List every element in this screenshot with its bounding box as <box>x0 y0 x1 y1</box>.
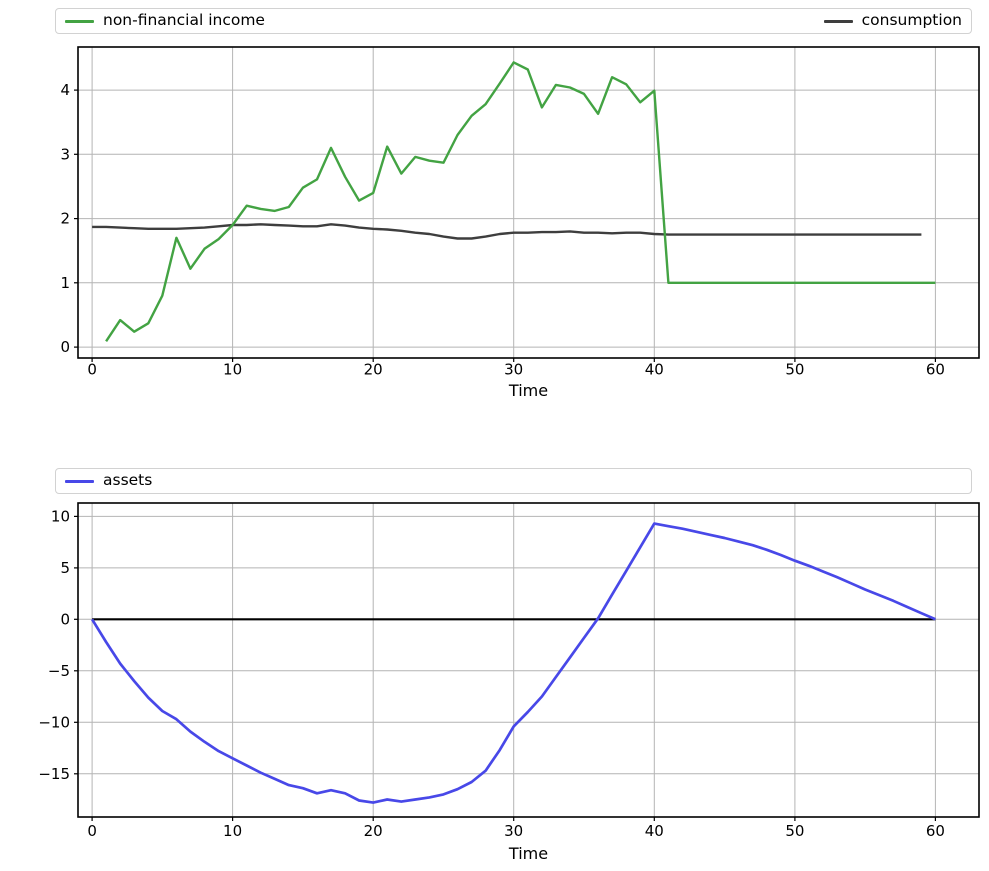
legend-entry-assets: assets <box>65 473 152 489</box>
assets-line-swatch <box>65 479 94 483</box>
y-tick-label: 0 <box>60 338 70 356</box>
x-axis-label: Time <box>508 381 548 400</box>
y-tick-label: 3 <box>60 145 70 163</box>
x-tick-label: 20 <box>364 361 383 379</box>
y-tick-label: 0 <box>60 610 70 628</box>
y-tick-label: 1 <box>60 274 70 292</box>
x-tick-label: 10 <box>223 361 242 379</box>
consumption-line-swatch <box>823 19 853 23</box>
consumption-legend-label: consumption <box>861 11 962 30</box>
x-tick-label: 0 <box>87 361 97 379</box>
income-line-swatch <box>65 19 94 23</box>
x-tick-label: 40 <box>645 822 664 840</box>
axes-frame <box>77 502 980 818</box>
x-tick-label: 10 <box>223 822 242 840</box>
top-chart: 0 10 20 30 40 50 60 0 1 2 3 4 Time <box>60 46 980 400</box>
x-tick-label: 60 <box>926 822 945 840</box>
series-line-non-financial-income <box>105 61 936 342</box>
top-chart-legend: non-financial income consumption <box>55 8 972 34</box>
x-tick-label: 40 <box>645 361 664 379</box>
y-tick-label: 5 <box>60 559 70 577</box>
bottom-chart-legend: assets <box>55 468 972 494</box>
y-tick-label: 10 <box>51 507 70 525</box>
y-tick-label: −15 <box>38 765 70 783</box>
y-tick-label: 2 <box>60 210 70 228</box>
x-tick-label: 50 <box>785 822 804 840</box>
x-tick-label: 60 <box>926 361 945 379</box>
x-axis-label: Time <box>508 844 548 863</box>
y-tick-label: 4 <box>60 81 70 99</box>
y-tick-label: −10 <box>38 713 70 731</box>
income-legend-label: non-financial income <box>103 11 265 30</box>
x-tick-label: 30 <box>504 361 523 379</box>
bottom-chart: 0 10 20 30 40 50 60 −15 −10 −5 0 5 10 Time <box>38 502 980 863</box>
series-line-consumption <box>92 223 922 240</box>
legend-entry-consumption: consumption <box>823 11 962 30</box>
axes-frame <box>77 46 980 359</box>
x-tick-label: 20 <box>364 822 383 840</box>
assets-legend-label: assets <box>103 471 153 490</box>
series-line-assets <box>90 522 936 804</box>
x-tick-label: 50 <box>785 361 804 379</box>
x-tick-label: 30 <box>504 822 523 840</box>
legend-entry-income: non-financial income <box>65 13 265 29</box>
y-tick-label: −5 <box>48 662 70 680</box>
x-tick-label: 0 <box>87 822 97 840</box>
